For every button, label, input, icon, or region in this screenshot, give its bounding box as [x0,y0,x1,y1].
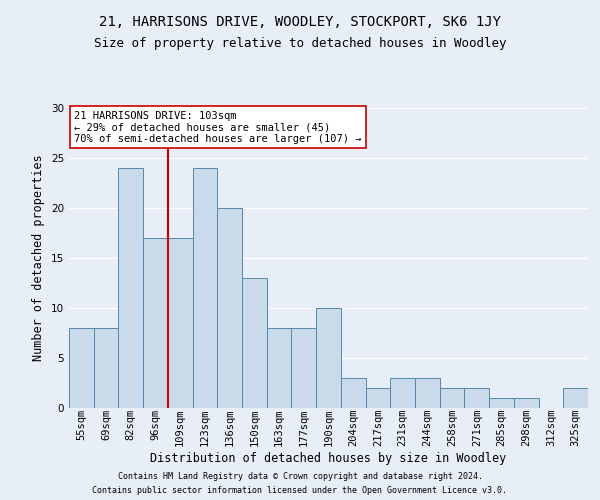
Bar [440,388,464,407]
Text: 21, HARRISONS DRIVE, WOODLEY, STOCKPORT, SK6 1JY: 21, HARRISONS DRIVE, WOODLEY, STOCKPORT,… [99,15,501,29]
Bar [292,328,316,407]
Bar [118,168,143,408]
Bar [242,278,267,407]
Y-axis label: Number of detached properties: Number of detached properties [32,154,46,361]
Bar [143,238,168,408]
Bar [563,388,588,407]
Bar [514,398,539,407]
Text: Contains public sector information licensed under the Open Government Licence v3: Contains public sector information licen… [92,486,508,495]
X-axis label: Distribution of detached houses by size in Woodley: Distribution of detached houses by size … [151,452,506,465]
Bar [365,388,390,407]
Text: Size of property relative to detached houses in Woodley: Size of property relative to detached ho… [94,38,506,51]
Bar [217,208,242,408]
Bar [69,328,94,407]
Bar [168,238,193,408]
Bar [193,168,217,408]
Text: Contains HM Land Registry data © Crown copyright and database right 2024.: Contains HM Land Registry data © Crown c… [118,472,482,481]
Bar [464,388,489,407]
Bar [267,328,292,407]
Bar [341,378,365,408]
Bar [390,378,415,408]
Bar [489,398,514,407]
Bar [94,328,118,407]
Bar [415,378,440,408]
Bar [316,308,341,408]
Text: 21 HARRISONS DRIVE: 103sqm
← 29% of detached houses are smaller (45)
70% of semi: 21 HARRISONS DRIVE: 103sqm ← 29% of deta… [74,110,362,144]
